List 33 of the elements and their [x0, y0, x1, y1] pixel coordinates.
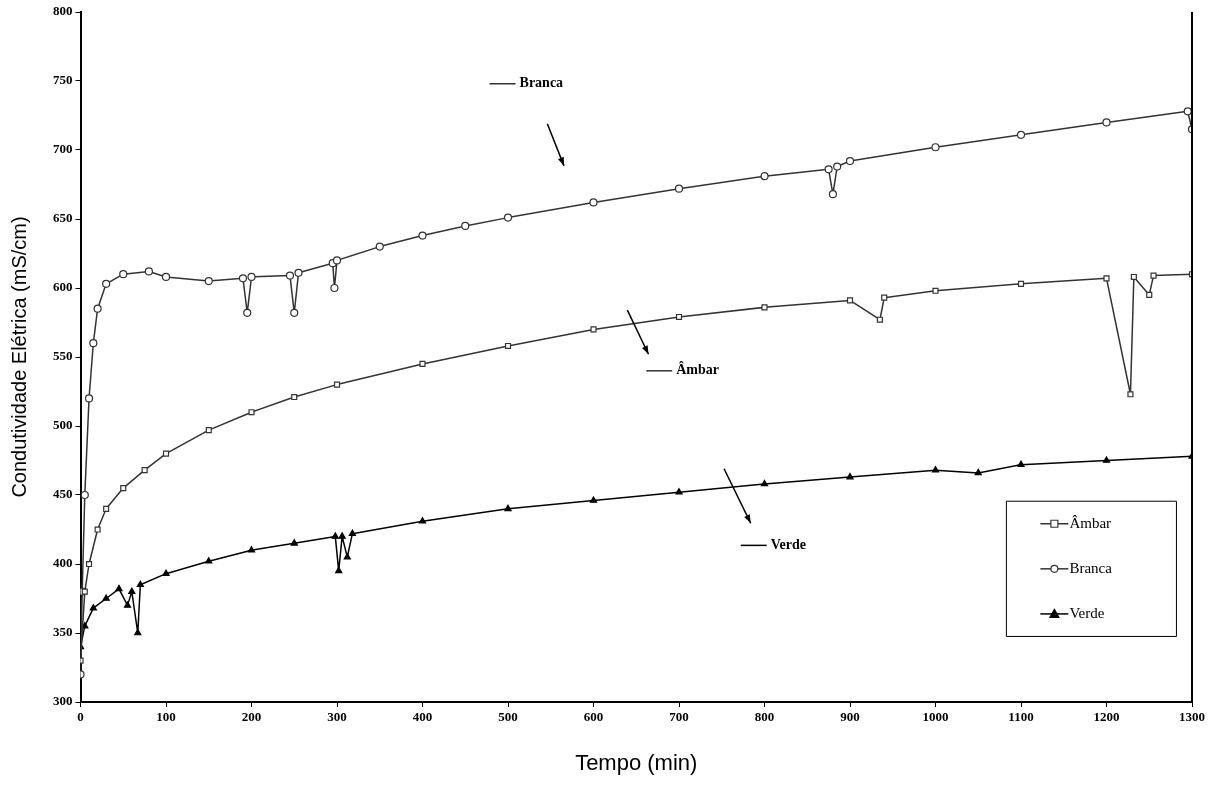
x-tick-label: 400 — [412, 709, 433, 725]
y-tick-label: 450 — [53, 486, 73, 502]
y-tick-label: 700 — [53, 141, 73, 157]
y-tick-label: 600 — [53, 279, 73, 295]
annotation: Branca — [519, 75, 564, 91]
annotation: Verde — [770, 536, 807, 552]
x-tick-label: 700 — [669, 709, 689, 725]
legend-label: Verde — [1069, 604, 1105, 621]
legend-label: Âmbar — [1069, 514, 1112, 531]
x-tick-label: 1100 — [1008, 709, 1034, 725]
y-tick-label: 500 — [53, 417, 73, 433]
x-tick-label: 100 — [156, 709, 176, 725]
annotation: Âmbar — [676, 361, 720, 378]
x-tick-label: 1300 — [1179, 709, 1205, 725]
y-tick-label: 300 — [53, 693, 73, 709]
y-tick-label: 550 — [53, 348, 73, 364]
y-tick-label: 800 — [53, 3, 73, 19]
y-tick-label: 400 — [53, 555, 73, 571]
x-tick-label: 900 — [840, 709, 860, 725]
y-axis-title: Condutividade Elétrica (mS/cm) — [7, 216, 30, 498]
x-axis-title: Tempo (min) — [575, 749, 698, 775]
x-tick-label: 300 — [327, 709, 347, 725]
x-tick-label: 600 — [583, 709, 604, 725]
y-tick-label: 750 — [53, 72, 73, 88]
x-tick-label: 200 — [241, 709, 262, 725]
x-tick-label: 1000 — [922, 709, 949, 725]
x-tick-label: 1200 — [1093, 709, 1120, 725]
y-tick-label: 350 — [53, 624, 73, 640]
legend-label: Branca — [1069, 559, 1113, 576]
y-tick-label: 650 — [53, 210, 73, 226]
x-tick-label: 800 — [754, 709, 775, 725]
x-tick-label: 500 — [498, 709, 518, 725]
x-tick-label: 0 — [77, 709, 84, 725]
